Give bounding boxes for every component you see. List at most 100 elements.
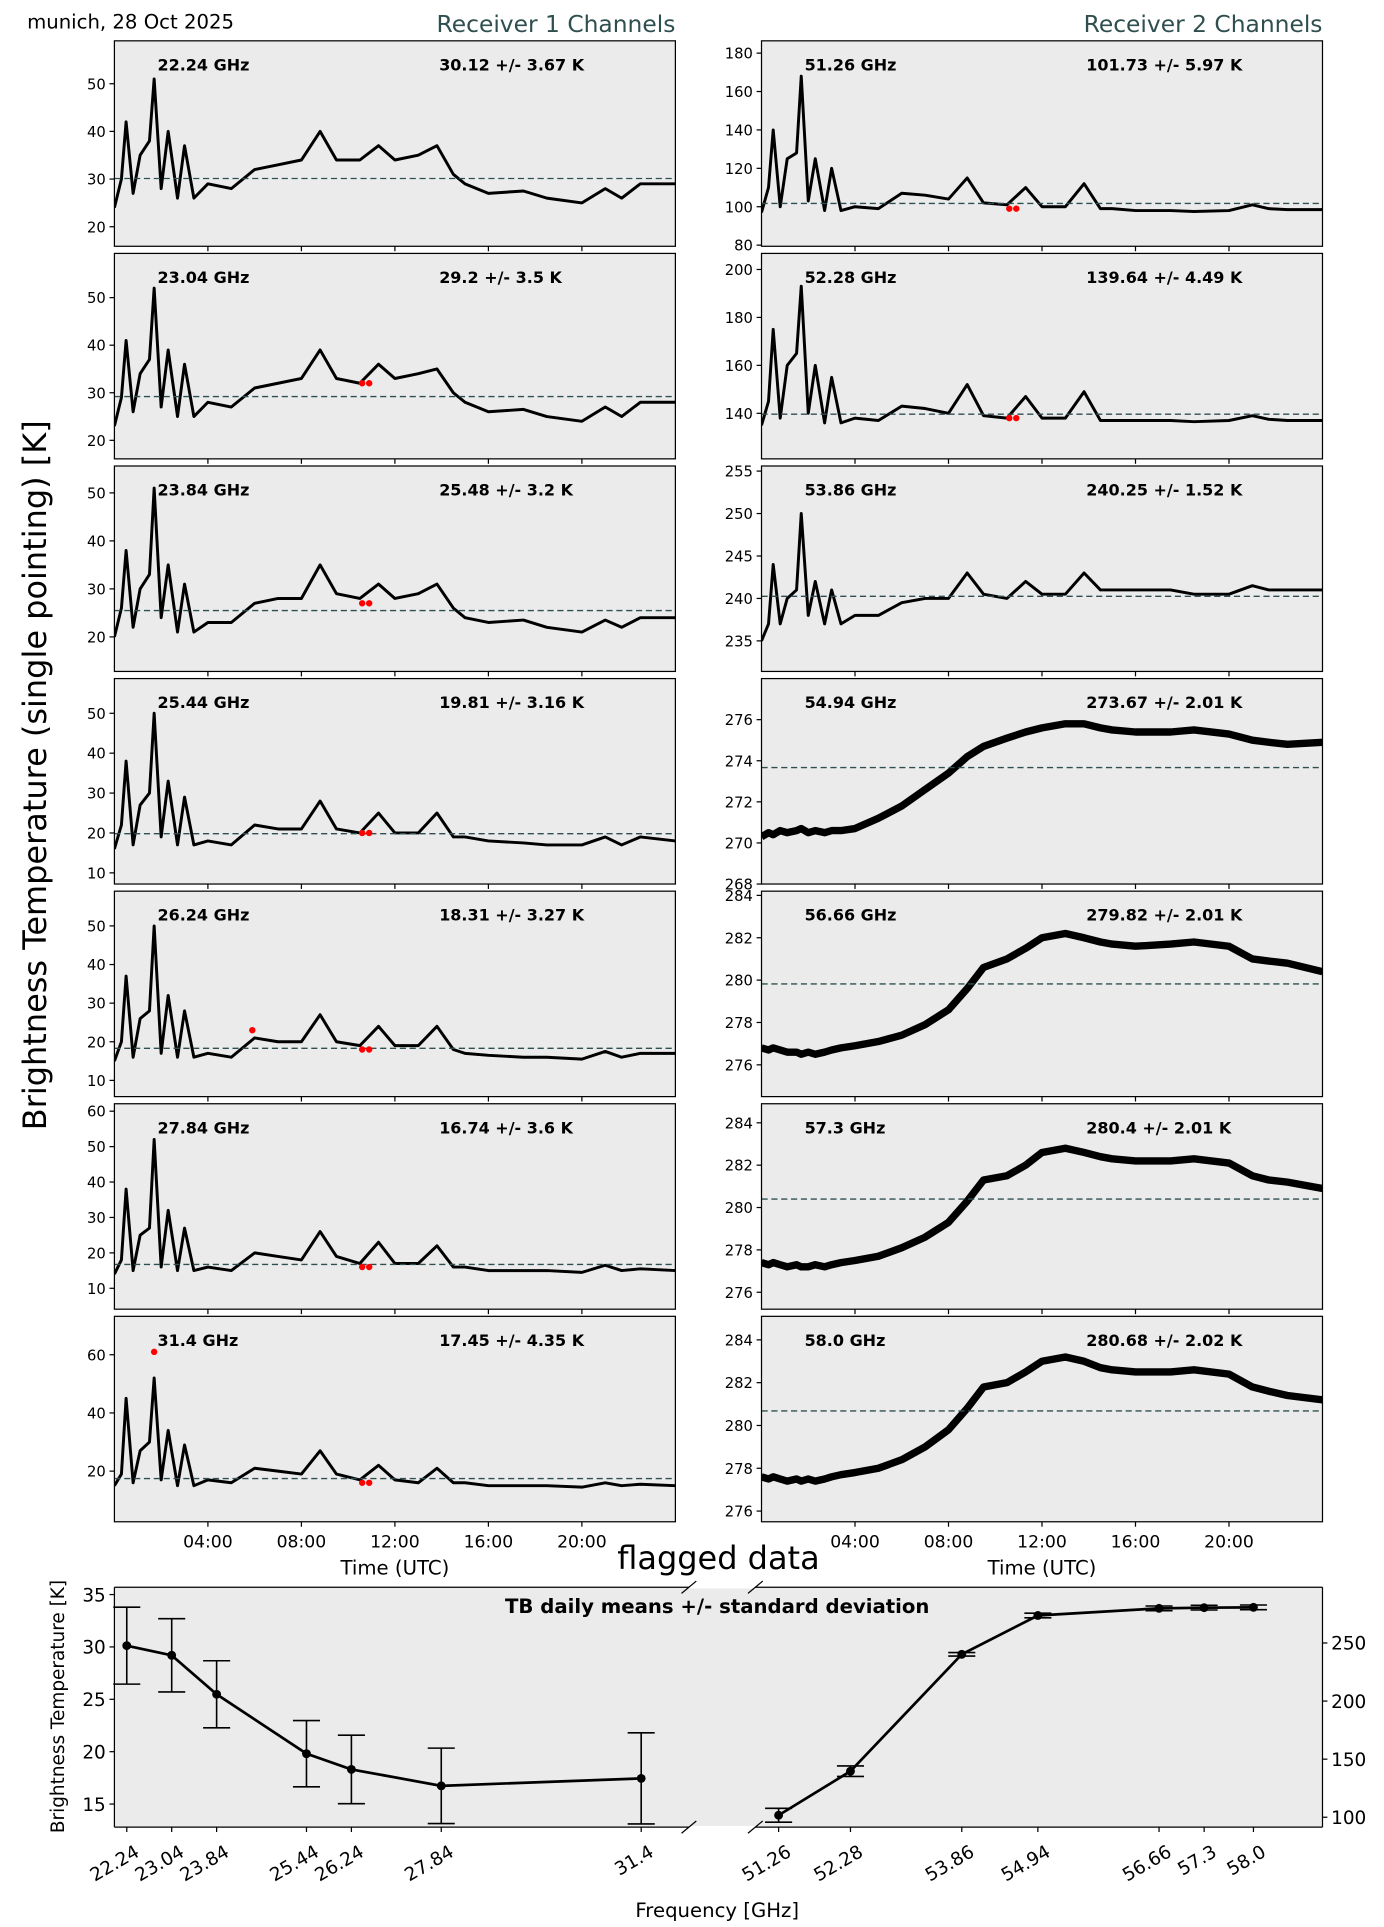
stat-label: 18.31 +/- 3.27 K — [439, 906, 585, 925]
plot-frame — [760, 890, 1324, 1098]
y-tick-label: 120 — [725, 161, 753, 178]
y-tick-label: 278 — [725, 1015, 753, 1032]
channel-label: 53.86 GHz — [805, 481, 897, 500]
x-tick-label: 12:00 — [1017, 1533, 1067, 1553]
break-mark — [681, 1580, 697, 1594]
plot-background — [761, 1316, 1323, 1522]
plot-background — [114, 891, 676, 1097]
x-tick-label: 16:00 — [464, 1533, 514, 1553]
data-line — [114, 1376, 676, 1489]
data-line — [114, 77, 676, 209]
y-tick-label: 20 — [82, 1742, 105, 1763]
plot-background — [114, 1587, 1323, 1828]
flagged-point — [365, 1479, 373, 1486]
flagged-point — [358, 1046, 366, 1053]
x-tick-label: 22.24 — [87, 1842, 143, 1887]
mean-point — [212, 1689, 222, 1699]
mean-point — [774, 1810, 784, 1820]
flagged-point — [365, 1046, 373, 1053]
y-tick-label: 270 — [725, 835, 753, 852]
x-tick-label: 57.3 — [1174, 1842, 1220, 1881]
plot-frame — [113, 465, 677, 673]
y-tick-label: 80 — [734, 238, 753, 255]
channel-label: 52.28 GHz — [805, 268, 897, 287]
y-axis-label: Brightness Temperature [K] — [48, 1580, 69, 1833]
y-tick-label: 276 — [725, 1285, 753, 1302]
channel-label: 57.3 GHz — [805, 1118, 886, 1137]
mean-point — [636, 1773, 646, 1783]
plot-frame — [760, 252, 1324, 460]
stat-label: 25.48 +/- 3.2 K — [439, 481, 573, 500]
mean-point — [346, 1764, 356, 1774]
x-tick-label: 54.94 — [998, 1842, 1054, 1887]
plot-background — [761, 1103, 1323, 1310]
plot-frame — [113, 1315, 677, 1523]
break-mark — [681, 1820, 697, 1834]
plot-frame — [760, 40, 1324, 247]
y-tick-label: 20 — [87, 219, 106, 236]
y-tick-label: 282 — [725, 1375, 753, 1392]
flagged-point — [358, 600, 366, 607]
plot-frame — [113, 252, 677, 460]
plot-frame — [760, 1103, 1324, 1310]
plot-background — [761, 678, 1323, 885]
flagged-point — [1006, 414, 1013, 422]
plot-background — [114, 253, 676, 459]
plot-area — [761, 929, 1323, 1058]
plot-frame — [760, 1315, 1324, 1523]
y-tick-label: 278 — [725, 1242, 753, 1259]
y-tick-label: 50 — [87, 706, 106, 723]
y-tick-label: 274 — [725, 753, 753, 770]
errorbar-title: TB daily means +/- standard deviation — [505, 1595, 929, 1618]
flagged-annotation: flagged data — [617, 1539, 819, 1577]
plot-background — [761, 465, 1323, 672]
mean-point — [436, 1781, 446, 1791]
mean-point — [1249, 1602, 1258, 1612]
x-tick-label: 56.66 — [1119, 1842, 1175, 1887]
mean-point — [122, 1641, 132, 1651]
receiver1-title: Receiver 1 Channels — [437, 10, 676, 38]
break-mark — [747, 1580, 764, 1594]
x-axis-label: Time (UTC) — [340, 1557, 450, 1580]
data-line — [114, 486, 676, 638]
plot-frame — [113, 1103, 677, 1310]
y2-tick-label: 200 — [1331, 1692, 1366, 1713]
x-tick-label: 12:00 — [370, 1533, 420, 1553]
flagged-point — [249, 1026, 256, 1034]
y-tick-label: 272 — [725, 794, 753, 811]
x-tick-label: 31.4 — [611, 1842, 657, 1881]
mean-point — [302, 1749, 311, 1759]
y-tick-label: 40 — [87, 338, 106, 355]
stat-label: 19.81 +/- 3.16 K — [439, 693, 585, 712]
x-tick-label: 53.86 — [922, 1842, 978, 1887]
data-line — [114, 711, 676, 850]
y-tick-label: 284 — [725, 1332, 753, 1349]
x-tick-label: 23.84 — [177, 1842, 233, 1887]
y-tick-label: 20 — [87, 826, 106, 843]
flagged-point — [1013, 205, 1020, 212]
break-gap — [688, 1825, 756, 1829]
y-tick-label: 140 — [725, 122, 753, 139]
channel-label: 56.66 GHz — [805, 906, 897, 925]
data-line — [761, 1144, 1323, 1271]
y-tick-label: 284 — [725, 888, 753, 905]
x-tick-label: 25.44 — [267, 1842, 323, 1887]
y-tick-label: 20 — [87, 1245, 106, 1262]
plot-area — [114, 1348, 676, 1489]
mean-point — [167, 1650, 177, 1660]
channel-label: 22.24 GHz — [157, 55, 249, 74]
y-tick-label: 30 — [87, 1210, 106, 1227]
y-tick-label: 30 — [82, 1638, 105, 1659]
data-line — [114, 1138, 676, 1275]
x-tick-label: 58.0 — [1224, 1842, 1270, 1881]
channel-label: 27.84 GHz — [157, 1118, 249, 1137]
channel-label: 51.26 GHz — [805, 55, 897, 74]
y-tick-label: 40 — [87, 1405, 106, 1422]
y-tick-label: 30 — [87, 786, 106, 803]
mean-point — [846, 1766, 855, 1776]
stat-label: 29.2 +/- 3.5 K — [439, 268, 562, 287]
plot-area — [761, 1144, 1323, 1271]
y-tick-label: 40 — [87, 533, 106, 550]
plot-frame — [760, 677, 1324, 885]
y-tick-label: 180 — [725, 310, 753, 327]
